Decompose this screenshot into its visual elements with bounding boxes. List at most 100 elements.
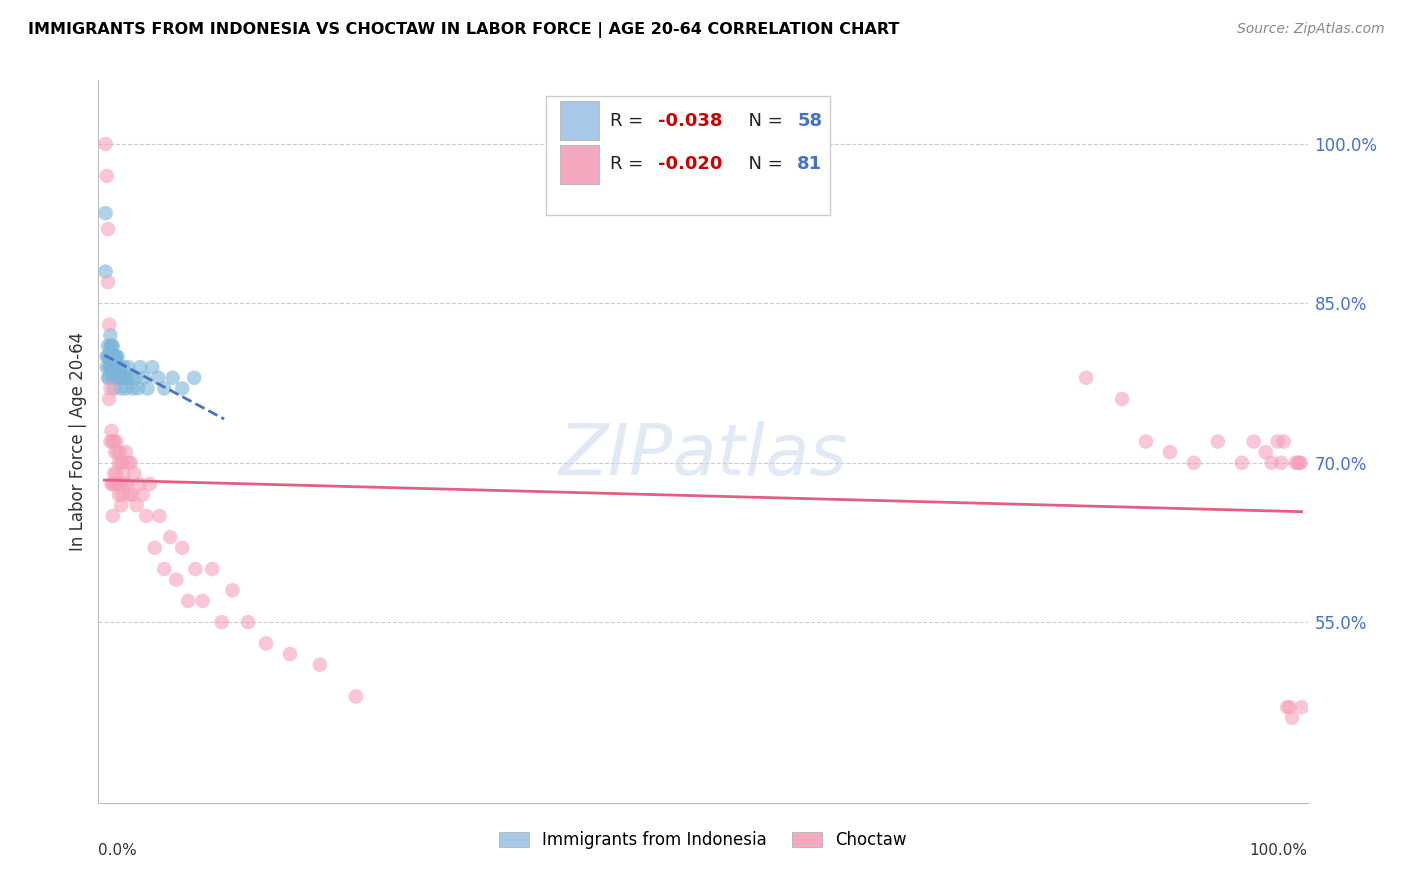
Point — [103, 350, 125, 364]
Point — [118, 488, 141, 502]
Point — [104, 445, 127, 459]
Point — [110, 371, 132, 385]
Point — [1243, 434, 1265, 449]
Point — [1288, 456, 1310, 470]
Point — [1281, 711, 1303, 725]
Point — [105, 371, 128, 385]
Point — [136, 381, 159, 395]
Point — [107, 371, 129, 385]
Point — [121, 488, 143, 502]
Point — [129, 360, 152, 375]
Point — [1254, 445, 1277, 459]
Point — [309, 657, 332, 672]
Point — [162, 371, 184, 385]
Point — [278, 647, 301, 661]
Point — [100, 339, 122, 353]
Point — [98, 392, 121, 406]
Point — [1289, 456, 1312, 470]
Point — [120, 371, 142, 385]
Point — [184, 562, 207, 576]
Point — [183, 371, 205, 385]
FancyBboxPatch shape — [546, 96, 830, 215]
Point — [139, 477, 162, 491]
Point — [103, 371, 125, 385]
Point — [111, 488, 134, 502]
Point — [94, 136, 117, 151]
Point — [100, 328, 122, 343]
Text: R =: R = — [610, 155, 650, 173]
Point — [110, 381, 132, 395]
Point — [101, 350, 124, 364]
Point — [1270, 456, 1292, 470]
Point — [127, 381, 149, 395]
Point — [125, 498, 148, 512]
Point — [98, 360, 121, 375]
Point — [94, 264, 117, 278]
Point — [98, 318, 121, 332]
Point — [1182, 456, 1205, 470]
Text: 58: 58 — [797, 112, 823, 129]
Point — [122, 381, 145, 395]
Point — [96, 360, 118, 375]
Point — [108, 360, 131, 375]
Point — [97, 275, 120, 289]
Point — [114, 371, 136, 385]
Text: 100.0%: 100.0% — [1250, 843, 1308, 857]
Point — [254, 636, 277, 650]
Point — [107, 360, 129, 375]
Text: IMMIGRANTS FROM INDONESIA VS CHOCTAW IN LABOR FORCE | AGE 20-64 CORRELATION CHAR: IMMIGRANTS FROM INDONESIA VS CHOCTAW IN … — [28, 22, 900, 38]
Point — [221, 583, 243, 598]
Point — [100, 434, 122, 449]
Point — [115, 381, 138, 395]
Point — [107, 350, 129, 364]
Point — [143, 541, 166, 555]
Point — [104, 477, 127, 491]
Point — [98, 371, 121, 385]
Point — [108, 477, 131, 491]
Point — [112, 467, 135, 481]
Text: N =: N = — [737, 112, 789, 129]
Point — [101, 339, 124, 353]
Point — [1278, 700, 1301, 714]
Point — [105, 434, 128, 449]
Point — [101, 434, 124, 449]
Point — [100, 477, 122, 491]
Point — [101, 360, 124, 375]
Point — [1267, 434, 1289, 449]
Point — [98, 350, 121, 364]
Point — [94, 206, 117, 220]
Point — [191, 594, 214, 608]
Point — [1286, 456, 1309, 470]
Point — [111, 371, 134, 385]
Point — [108, 371, 131, 385]
Point — [97, 339, 120, 353]
Point — [115, 371, 138, 385]
Point — [101, 477, 124, 491]
Point — [107, 360, 129, 375]
Point — [1260, 456, 1282, 470]
Point — [128, 477, 150, 491]
Point — [100, 360, 122, 375]
Point — [1074, 371, 1097, 385]
Point — [1284, 456, 1306, 470]
Point — [104, 350, 127, 364]
Text: 81: 81 — [797, 155, 823, 173]
Point — [112, 360, 135, 375]
Point — [103, 360, 125, 375]
Point — [1111, 392, 1133, 406]
Point — [117, 360, 139, 375]
Point — [100, 424, 122, 438]
Point — [159, 530, 181, 544]
Point — [103, 467, 125, 481]
Point — [236, 615, 259, 630]
Point — [132, 488, 155, 502]
Point — [120, 456, 142, 470]
Text: N =: N = — [737, 155, 789, 173]
Point — [100, 350, 122, 364]
Point — [1230, 456, 1253, 470]
Y-axis label: In Labor Force | Age 20-64: In Labor Force | Age 20-64 — [69, 332, 87, 551]
Text: ZIPatlas: ZIPatlas — [558, 422, 848, 491]
Point — [107, 488, 129, 502]
Point — [153, 562, 176, 576]
Point — [344, 690, 367, 704]
